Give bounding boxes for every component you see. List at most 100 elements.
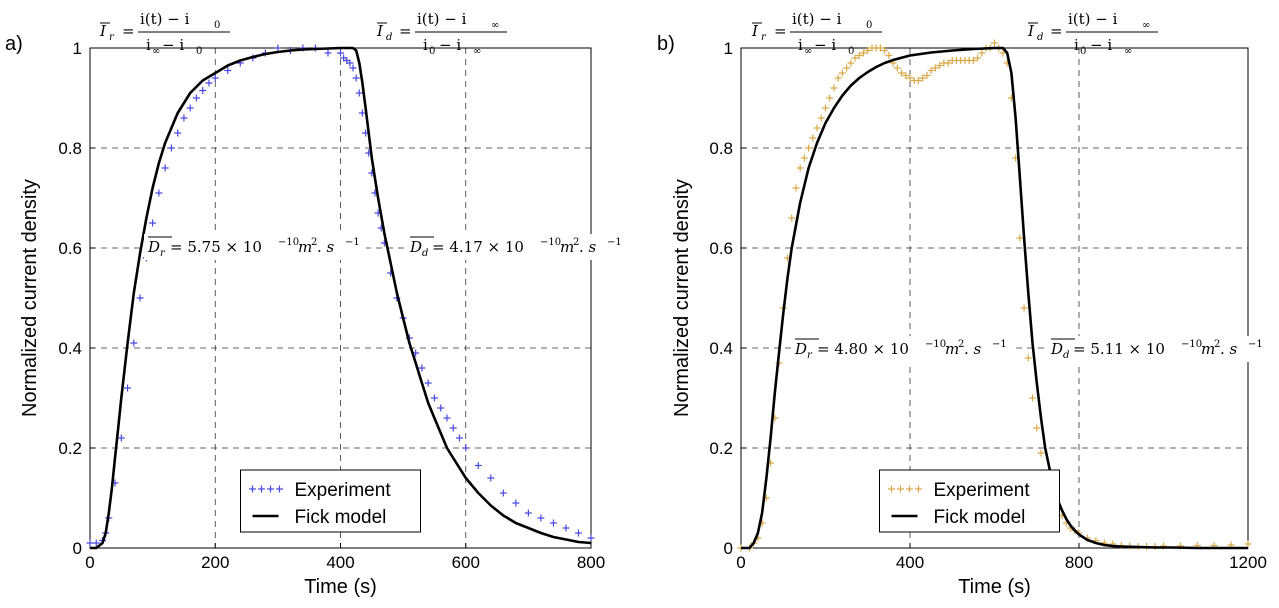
d-value-text: = 5.75 × 10 [170, 238, 262, 256]
legend-experiment-marker [249, 485, 256, 493]
experiment-point [906, 74, 914, 82]
experiment-point [180, 114, 188, 122]
experiment-point [876, 44, 884, 52]
experiment-point [843, 64, 851, 72]
d-unit2: . s [1220, 340, 1238, 358]
experiment-point [487, 474, 495, 482]
experiment-point [474, 462, 482, 469]
fick-model-line [90, 46, 592, 550]
experiment-point [838, 69, 846, 77]
legend-experiment-marker [267, 485, 274, 493]
d-symbol: D [147, 238, 160, 256]
formula-lhs-sub: d [1037, 32, 1043, 43]
experiment-point [587, 534, 595, 542]
experiment-point [358, 109, 366, 117]
experiment-point [834, 74, 842, 82]
experiment-point [999, 49, 1007, 57]
x-tick-label: 600 [452, 553, 480, 572]
y-tick-label: 1 [73, 39, 82, 58]
formula-lhs-sub: r [761, 32, 767, 43]
d-symbol: D [794, 340, 807, 358]
experiment-point [352, 74, 360, 82]
experiment-point [455, 434, 463, 442]
panel-label: a) [5, 33, 23, 55]
experiment-point [86, 539, 94, 547]
d-exponent: −10 [278, 237, 299, 248]
d-unit2-exp: −1 [345, 237, 360, 248]
experiment-point [788, 214, 796, 222]
formula-numerator: i(t) − i [1068, 10, 1118, 28]
formula-equals: = [1050, 22, 1063, 40]
x-tick-label: 800 [1065, 553, 1093, 572]
y-tick-label: 0.2 [709, 439, 733, 458]
d-unit2-exp: −1 [607, 237, 622, 248]
experiment-point [914, 77, 922, 84]
formula-equals: = [122, 22, 135, 40]
experiment-point [167, 144, 175, 152]
x-tick-label: 0 [85, 553, 94, 572]
experiment-point [991, 39, 998, 47]
experiment-point [847, 59, 855, 67]
experiment-point [537, 514, 545, 522]
experiment-point [855, 52, 863, 59]
experiment-point [1244, 540, 1252, 548]
experiment-point [199, 87, 207, 94]
d-sub: r [807, 350, 813, 361]
d-unit: m [560, 238, 574, 256]
d-exponent: −10 [925, 339, 946, 350]
formula-num-sub: ∞ [1142, 20, 1150, 31]
d-sub: r [160, 248, 166, 259]
x-tick-label: 800 [577, 553, 605, 572]
experiment-point [931, 64, 939, 72]
experiment-point [437, 404, 445, 412]
experiment-point [1029, 394, 1037, 402]
experiment-point [936, 62, 944, 69]
experiment-point [1020, 304, 1028, 312]
d-value-text: = 4.80 × 10 [817, 340, 909, 358]
formula-lhs-sub: d [386, 32, 392, 43]
annotation-background [1047, 336, 1269, 362]
experiment-point [524, 509, 532, 517]
experiment-point [349, 64, 357, 72]
d-unit2: . s [964, 340, 982, 358]
formula-den-sub: ∞ [152, 46, 160, 57]
y-axis-label: Normalized current density [671, 179, 693, 417]
experiment-point [944, 59, 952, 67]
experiment-point [826, 94, 834, 102]
formula-den-sub: 0 [429, 46, 435, 57]
formula-lhs-sub: r [109, 32, 115, 43]
experiment-point [796, 164, 804, 172]
legend-fick-label: Fick model [934, 507, 1026, 528]
formula-den-sub2: 0 [196, 46, 202, 57]
experiment-point [224, 67, 232, 74]
experiment-point [822, 104, 829, 112]
experiment-point [927, 67, 935, 74]
formula-num-sub: 0 [214, 20, 220, 31]
experiment-point [512, 499, 520, 507]
formula-denominator: i [798, 36, 803, 54]
annotation-background [791, 336, 1013, 362]
x-tick-label: 200 [201, 553, 229, 572]
experiment-point [192, 94, 200, 102]
experiment-point [462, 444, 470, 452]
d-unit2: . s [317, 238, 335, 256]
formula-den-sub: 0 [1080, 46, 1086, 57]
formula-den-sub2: ∞ [473, 46, 481, 57]
chart-panel-b: 0 400 800 1200 0 0.2 0.4 0.6 0.8 1 Time (s) Normali… [657, 10, 1269, 598]
experiment-point [881, 47, 889, 54]
experiment-point [919, 74, 927, 82]
formula-denominator: i [423, 36, 428, 54]
d-exponent: −10 [1181, 339, 1202, 350]
experiment-point [92, 539, 100, 547]
formula-den-sub2: 0 [848, 46, 854, 57]
legend-box [879, 469, 1060, 533]
formula-den-rest: − i [439, 36, 461, 54]
experiment-point [161, 164, 169, 172]
formula-lhs: I [376, 22, 384, 40]
legend: Experiment Fick model [879, 469, 1060, 533]
experiment-point [893, 64, 901, 72]
